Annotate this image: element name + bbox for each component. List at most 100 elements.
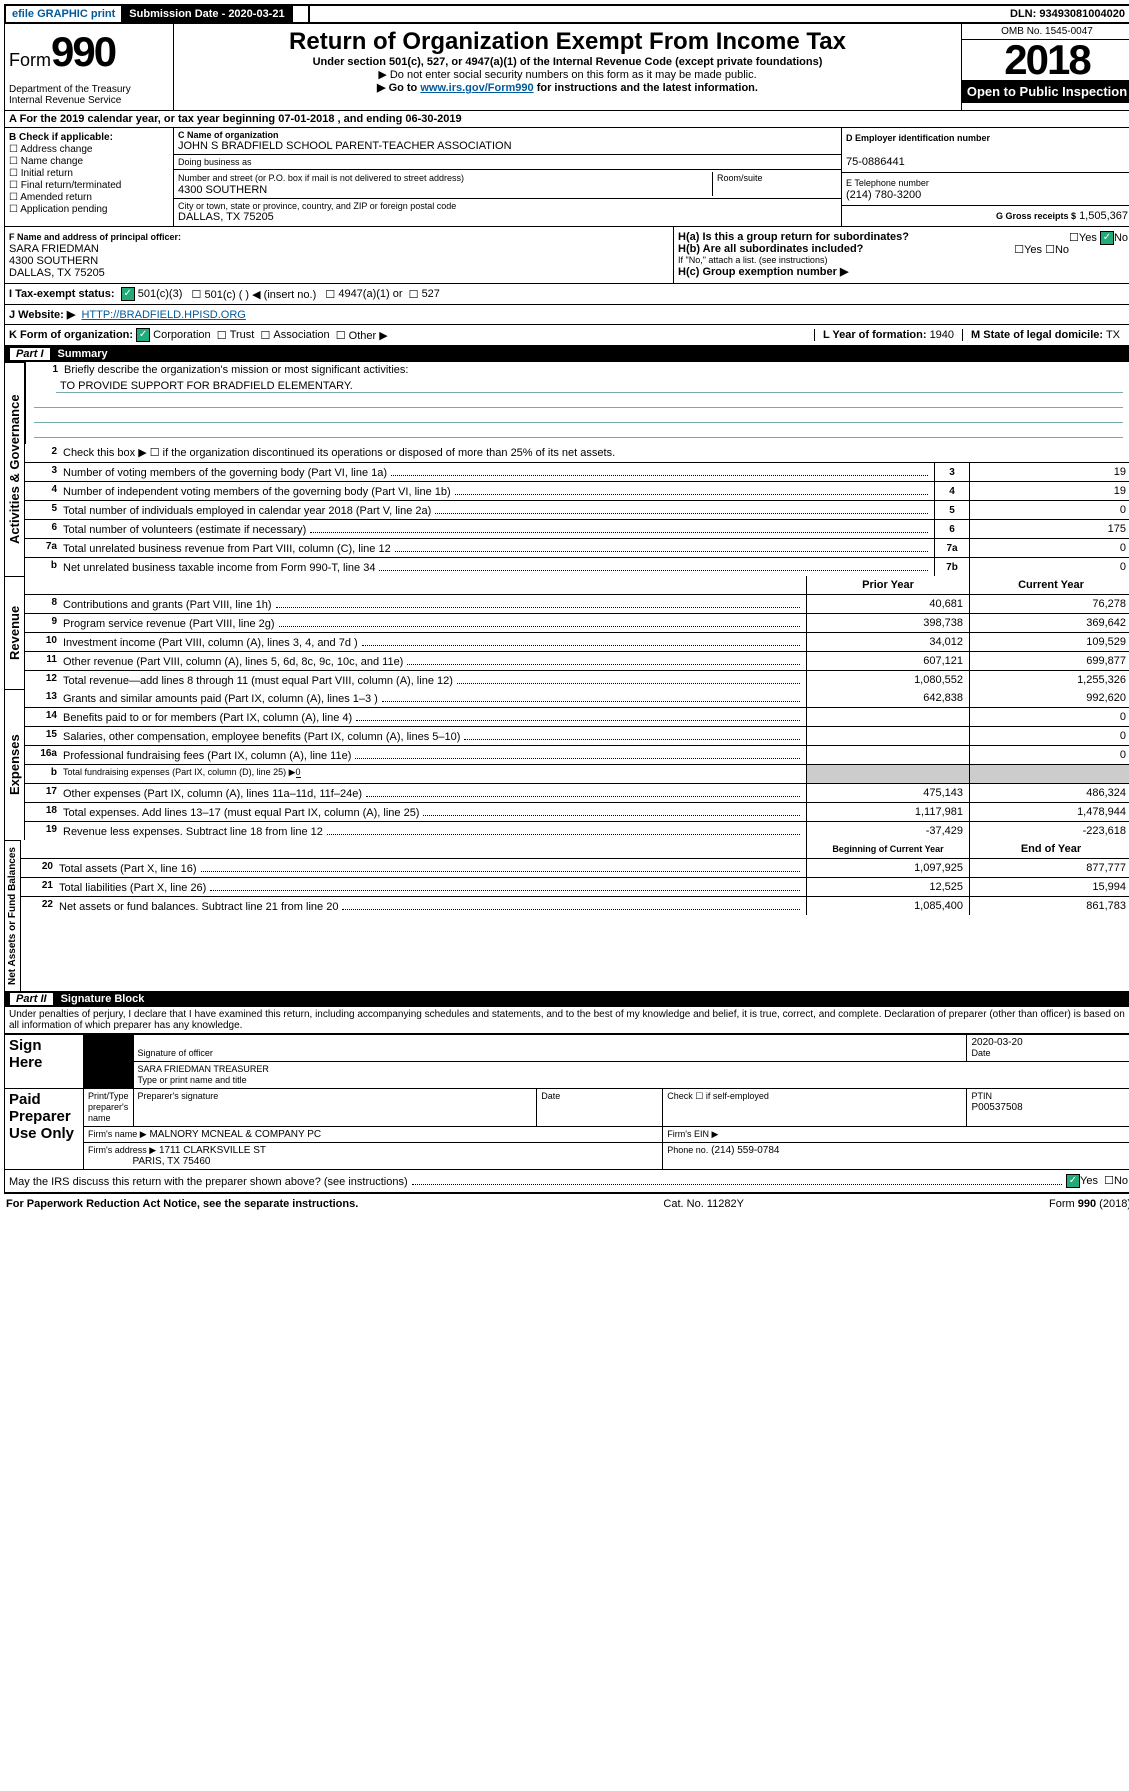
- open-public-badge: Open to Public Inspection: [962, 80, 1129, 103]
- irs-link[interactable]: www.irs.gov/Form990: [420, 82, 533, 94]
- firm-addr1: 1711 CLARKSVILLE ST: [159, 1145, 266, 1156]
- opt-assoc[interactable]: Association: [273, 329, 329, 341]
- firm-name: MALNORY MCNEAL & COMPANY PC: [149, 1129, 321, 1140]
- e19-curr: -223,618: [969, 822, 1129, 840]
- box-b: B Check if applicable: ☐ Address change …: [5, 128, 174, 226]
- opt-other[interactable]: Other ▶: [349, 329, 388, 342]
- box-e: E Telephone number (214) 780-3200: [842, 173, 1129, 206]
- lbl-website: J Website: ▶: [9, 308, 75, 321]
- q12-label: Total revenue—add lines 8 through 11 (mu…: [63, 675, 453, 687]
- chk-501c3[interactable]: ✓: [121, 287, 135, 301]
- val-7b: 0: [969, 558, 1129, 576]
- paid-preparer-label: Paid Preparer Use Only: [5, 1089, 84, 1170]
- sign-date: 2020-03-20: [971, 1037, 1022, 1048]
- pra-notice: For Paperwork Reduction Act Notice, see …: [6, 1198, 358, 1210]
- lbl-prep-date: Date: [541, 1091, 560, 1101]
- n21-begin: 12,525: [806, 878, 969, 896]
- e14-prior: [806, 708, 969, 726]
- val-7a: 0: [969, 539, 1129, 557]
- q9-label: Program service revenue (Part VIII, line…: [63, 618, 275, 630]
- chk-final-return[interactable]: ☐ Final return/terminated: [9, 180, 169, 191]
- page-footer: For Paperwork Reduction Act Notice, see …: [4, 1193, 1129, 1214]
- val-6: 175: [969, 520, 1129, 538]
- mission-blank-3: [34, 423, 1123, 438]
- dept-treasury: Department of the Treasury Internal Reve…: [9, 84, 169, 106]
- n20-begin: 1,097,925: [806, 859, 969, 877]
- discuss-no[interactable]: No: [1114, 1175, 1128, 1187]
- q22-label: Net assets or fund balances. Subtract li…: [59, 901, 338, 913]
- box-b-header: B Check if applicable:: [9, 132, 113, 143]
- discuss-row: May the IRS discuss this return with the…: [4, 1170, 1129, 1193]
- opt-501c[interactable]: 501(c) ( ) ◀ (insert no.): [204, 288, 316, 301]
- q7a-label: Total unrelated business revenue from Pa…: [63, 543, 391, 555]
- r8-curr: 76,278: [969, 595, 1129, 613]
- efile-print-link[interactable]: efile GRAPHIC print: [6, 6, 123, 22]
- row-a-tax-period: A For the 2019 calendar year, or tax yea…: [4, 111, 1129, 128]
- section-f-h: F Name and address of principal officer:…: [4, 227, 1129, 284]
- r11-curr: 699,877: [969, 652, 1129, 670]
- lbl-firm-ein: Firm's EIN ▶: [667, 1129, 718, 1139]
- chk-name-change[interactable]: ☐ Name change: [9, 156, 169, 167]
- h-a-no-check[interactable]: ✓: [1100, 231, 1114, 245]
- hdr-begin-year: Beginning of Current Year: [806, 840, 969, 858]
- q16a-label: Professional fundraising fees (Part IX, …: [63, 750, 351, 762]
- side-activities: Activities & Governance: [4, 362, 25, 576]
- chk-initial-return[interactable]: ☐ Initial return: [9, 168, 169, 179]
- lbl-dba: Doing business as: [178, 157, 837, 167]
- q14-label: Benefits paid to or for members (Part IX…: [63, 712, 352, 724]
- gross-receipts: 1,505,367: [1079, 210, 1128, 222]
- q17-label: Other expenses (Part IX, column (A), lin…: [63, 788, 362, 800]
- h-b-yes[interactable]: Yes: [1024, 244, 1042, 256]
- h-a-yes[interactable]: Yes: [1079, 232, 1097, 244]
- hdr-end-year: End of Year: [969, 840, 1129, 858]
- row-k: K Form of organization: ✓ Corporation ☐ …: [4, 325, 1129, 346]
- val-5: 0: [969, 501, 1129, 519]
- chk-amended-return[interactable]: ☐ Amended return: [9, 192, 169, 203]
- lbl-self-employed[interactable]: Check ☐ if self-employed: [667, 1091, 769, 1101]
- org-name: JOHN S BRADFIELD SCHOOL PARENT-TEACHER A…: [178, 140, 837, 152]
- form-title: Return of Organization Exempt From Incom…: [178, 28, 957, 56]
- e14-curr: 0: [969, 708, 1129, 726]
- activities-governance-section: Activities & Governance 1Briefly describ…: [4, 362, 1129, 576]
- lbl-sig-officer: Signature of officer: [138, 1048, 213, 1058]
- chk-corp[interactable]: ✓: [136, 328, 150, 342]
- box-c: C Name of organization JOHN S BRADFIELD …: [174, 128, 841, 226]
- ein-value: 75-0886441: [846, 156, 905, 168]
- lbl-org-name: C Name of organization: [178, 130, 837, 140]
- chk-address-change[interactable]: ☐ Address change: [9, 144, 169, 155]
- q16b-val: 0: [296, 767, 301, 778]
- tax-period-text: For the 2019 calendar year, or tax year …: [20, 113, 462, 125]
- h-a-label: H(a) Is this a group return for subordin…: [678, 231, 909, 243]
- perjury-text: Under penalties of perjury, I declare th…: [4, 1007, 1129, 1034]
- side-revenue: Revenue: [4, 576, 25, 689]
- box-h: H(a) Is this a group return for subordin…: [674, 227, 1129, 283]
- lbl-firm-phone: Phone no.: [667, 1145, 708, 1155]
- n22-begin: 1,085,400: [806, 897, 969, 915]
- opt-4947[interactable]: 4947(a)(1) or: [338, 288, 402, 300]
- q16b-label: Total fundraising expenses (Part IX, col…: [63, 767, 296, 777]
- h-b-no[interactable]: No: [1055, 244, 1069, 256]
- q3-label: Number of voting members of the governin…: [63, 467, 387, 479]
- lbl-form-org: K Form of organization:: [9, 329, 133, 341]
- opt-527[interactable]: 527: [422, 288, 440, 300]
- street-address: 4300 SOUTHERN: [178, 184, 267, 196]
- h-c-label: H(c) Group exemption number ▶: [678, 266, 848, 278]
- lbl-tax-status: I Tax-exempt status:: [9, 288, 115, 300]
- box-m: M State of legal domicile: TX: [962, 329, 1128, 341]
- discuss-yes-check[interactable]: ✓: [1066, 1174, 1080, 1188]
- website-link[interactable]: HTTP://BRADFIELD.HPISD.ORG: [81, 309, 245, 321]
- lbl-firm-addr: Firm's address ▶: [88, 1145, 156, 1155]
- goto-pre: ▶ Go to: [377, 82, 420, 94]
- row-i: I Tax-exempt status: ✓ 501(c)(3) ☐ 501(c…: [4, 284, 1129, 305]
- r11-prior: 607,121: [806, 652, 969, 670]
- lbl-ein: D Employer identification number: [846, 133, 990, 143]
- mission-blank-2: [34, 408, 1123, 423]
- firm-addr2: PARIS, TX 75460: [132, 1156, 210, 1167]
- h-a-no: No: [1114, 232, 1128, 244]
- opt-trust[interactable]: Trust: [230, 329, 255, 341]
- box-f: F Name and address of principal officer:…: [5, 227, 674, 283]
- form-number: Form990: [9, 28, 169, 76]
- chk-app-pending[interactable]: ☐ Application pending: [9, 204, 169, 215]
- q11-label: Other revenue (Part VIII, column (A), li…: [63, 656, 403, 668]
- goto-post: for instructions and the latest informat…: [534, 82, 758, 94]
